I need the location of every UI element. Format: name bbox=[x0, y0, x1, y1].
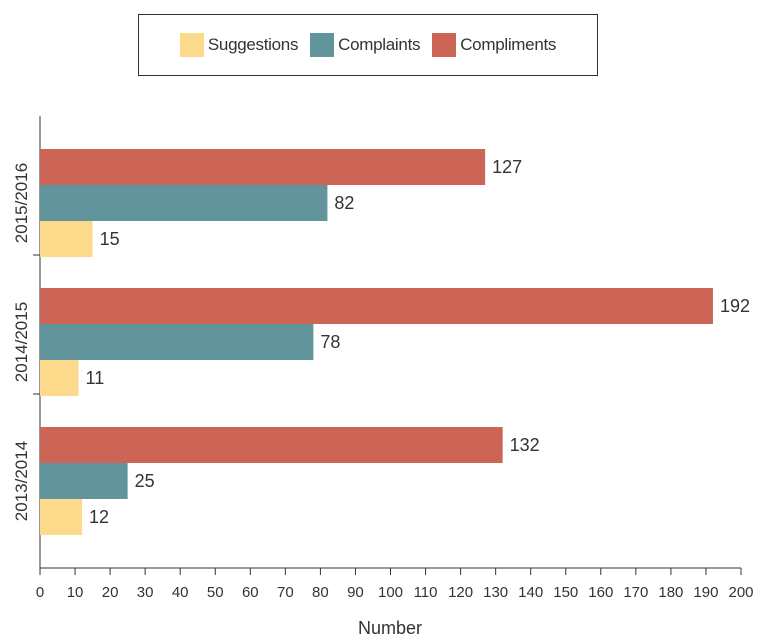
x-tick-label: 70 bbox=[277, 584, 294, 601]
data-label: 12 bbox=[89, 507, 109, 527]
bar-suggestions bbox=[40, 360, 79, 396]
x-tick-label: 100 bbox=[378, 584, 403, 601]
y-tick-label: 2014/2015 bbox=[12, 302, 31, 382]
legend-label: Compliments bbox=[460, 35, 557, 54]
x-tick-label: 200 bbox=[728, 584, 753, 601]
legend: Suggestions Complaints Compliments bbox=[138, 14, 598, 76]
x-tick-label: 120 bbox=[448, 584, 473, 601]
x-tick-label: 20 bbox=[102, 584, 119, 601]
data-labels: 127 82 15 192 78 11 132 25 12 bbox=[86, 157, 750, 527]
legend-swatch bbox=[179, 33, 204, 57]
x-tick-label: 110 bbox=[414, 584, 438, 601]
x-tick-label: 150 bbox=[553, 584, 578, 601]
bar-complaints bbox=[40, 185, 328, 221]
data-label: 127 bbox=[492, 157, 522, 177]
legend-item-complaints: Complaints bbox=[310, 33, 421, 57]
y-tick-label: 2013/2014 bbox=[12, 441, 31, 521]
legend-label: Complaints bbox=[338, 35, 421, 54]
legend-swatch bbox=[310, 33, 335, 57]
x-tick-label: 10 bbox=[67, 584, 84, 601]
data-label: 82 bbox=[334, 193, 354, 213]
x-tick-label: 180 bbox=[658, 584, 683, 601]
x-tick-label: 90 bbox=[347, 584, 364, 601]
axes: 0 10 20 30 40 50 60 70 80 90 100 110 120 130 140 150 160… bbox=[12, 116, 754, 601]
data-label: 132 bbox=[510, 435, 540, 455]
x-tick-label: 130 bbox=[483, 584, 508, 601]
legend-label: Suggestions bbox=[207, 35, 299, 54]
x-tick-label: 50 bbox=[207, 584, 224, 601]
bar-suggestions bbox=[40, 221, 93, 257]
x-tick-label: 160 bbox=[588, 584, 613, 601]
x-tick-label: 0 bbox=[36, 584, 44, 601]
bars bbox=[40, 149, 713, 535]
x-tick-label: 30 bbox=[137, 584, 154, 601]
data-label: 25 bbox=[135, 471, 155, 491]
bar-compliments bbox=[40, 427, 503, 463]
bar-complaints bbox=[40, 324, 314, 360]
x-tick-label: 170 bbox=[623, 584, 648, 601]
x-tick-label: 40 bbox=[172, 584, 189, 601]
bar-compliments bbox=[40, 149, 486, 185]
data-label: 78 bbox=[320, 332, 340, 352]
x-tick-label: 60 bbox=[242, 584, 259, 601]
y-tick-label: 2015/2016 bbox=[12, 163, 31, 243]
x-tick-label: 80 bbox=[312, 584, 329, 601]
bar-complaints bbox=[40, 463, 128, 499]
data-label: 11 bbox=[86, 368, 105, 388]
legend-item-compliments: Compliments bbox=[432, 33, 556, 57]
x-tick-label: 190 bbox=[693, 584, 718, 601]
x-tick-label: 140 bbox=[518, 584, 543, 601]
legend-swatch bbox=[432, 33, 457, 57]
legend-item-suggestions: Suggestions bbox=[179, 33, 299, 57]
data-label: 15 bbox=[100, 229, 120, 249]
data-label: 192 bbox=[720, 296, 750, 316]
bar-compliments bbox=[40, 288, 713, 324]
bar-suggestions bbox=[40, 499, 83, 535]
x-axis-label: Number bbox=[358, 618, 422, 638]
